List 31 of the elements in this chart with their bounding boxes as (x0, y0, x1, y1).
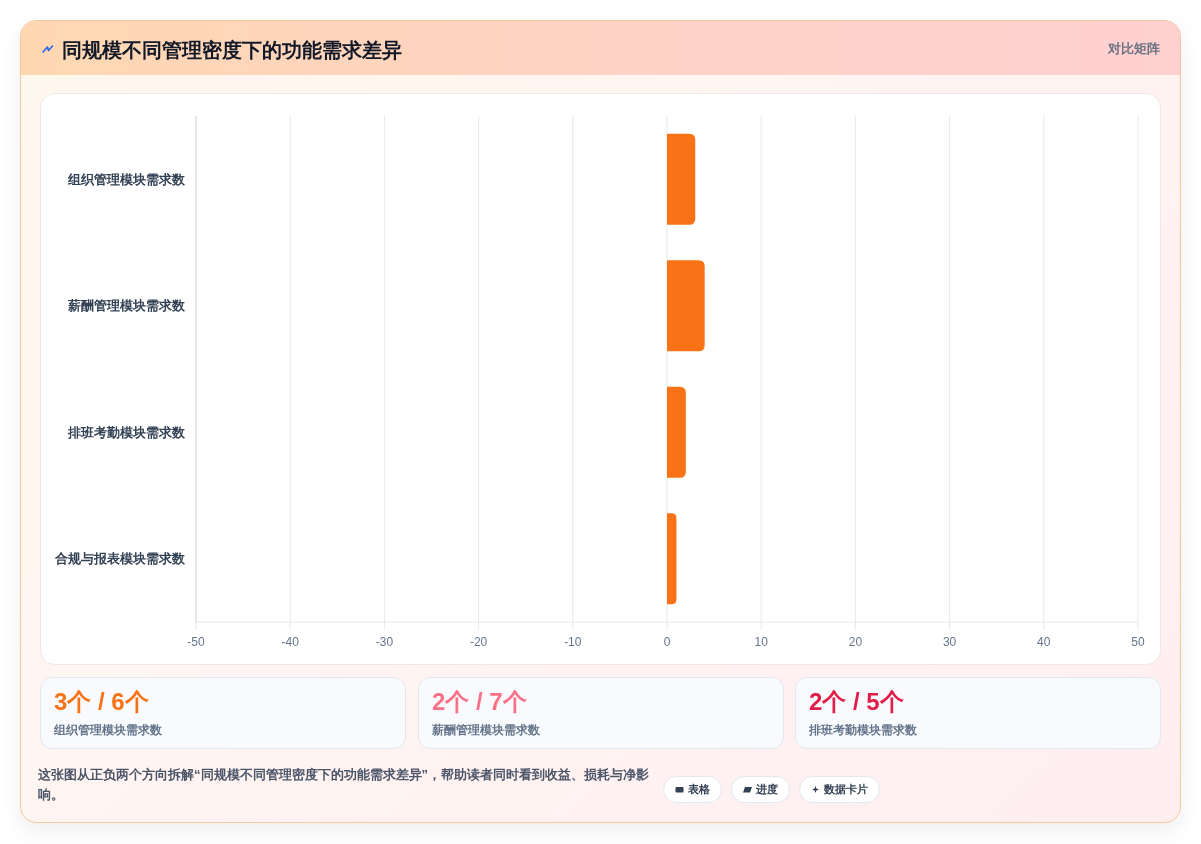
x-tick-label: 10 (754, 635, 769, 649)
x-tick-label: 50 (1131, 635, 1145, 649)
x-tick-label: -50 (187, 635, 205, 649)
x-tick-label: -30 (375, 635, 394, 649)
text: 表格 (688, 782, 710, 797)
y-tick-label: 组织管理模块需求数 (67, 171, 186, 187)
x-tick-label: -40 (281, 635, 300, 649)
x-tick-label: 0 (663, 635, 671, 649)
x-tick-label: 40 (1037, 635, 1051, 649)
x-tick-label: -20 (469, 635, 488, 649)
x-tick-label: -10 (564, 635, 582, 649)
chart-title: 同规模不同管理密度下的功能需求差异 (62, 38, 402, 61)
text: 薪酬管理模块需求数 (432, 723, 540, 738)
text: 数据卡片 (824, 782, 868, 797)
y-tick-label: 薪酬管理模块需求数 (67, 298, 186, 314)
bar (667, 260, 705, 352)
y-tick-label: 排班考勤模块需求数 (67, 424, 186, 440)
text: 组织管理模块需求数 (54, 723, 162, 738)
text: 排班考勤模块需求数 (809, 723, 917, 738)
text: 进度 (756, 782, 778, 797)
x-tick-label: 20 (848, 635, 863, 649)
text: 2个 / 5个 (809, 688, 904, 716)
text: 这张图从正负两个方向拆解“同规模不同管理密度下的功能需求差异”，帮助读者同时看到收益、损耗与净影响。 (38, 766, 650, 804)
text: 3个 / 6个 (54, 688, 149, 716)
bar (667, 133, 696, 225)
text: 对比矩阵 (1107, 40, 1160, 56)
bar (667, 386, 686, 478)
text: 2个 / 7个 (432, 688, 527, 716)
x-tick-label: 30 (942, 635, 957, 649)
bar (667, 513, 677, 605)
y-tick-label: 合规与报表模块需求数 (54, 551, 186, 567)
